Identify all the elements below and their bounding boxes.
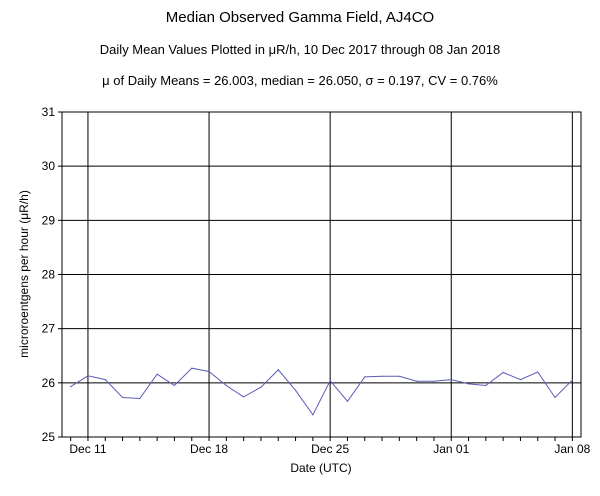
data-point [398,375,400,377]
data-point [208,370,210,373]
data-point [122,396,124,399]
chart-statistics: μ of Daily Means = 26.003, median = 26.0… [102,73,498,88]
data-point [519,379,522,381]
x-tick-label: Jan 01 [433,442,469,456]
series-layer [70,367,573,416]
data-point [173,384,175,387]
data-point [571,379,573,381]
data-point [433,380,435,382]
data-point [554,396,556,399]
y-axis-label: microroentgens per hour (μR/h) [17,190,31,358]
axis-tick-labels: 25 26 27 28 29 30 31 Dec 11 Dec 18 Dec 25 Jan 01 Ja… [42,105,591,456]
data-point [243,396,245,398]
data-point [191,367,193,369]
x-tick-label: Jan 08 [554,442,590,456]
data-point [537,371,539,373]
data-point [329,380,331,382]
data-point [277,369,279,371]
y-tick-label: 30 [42,159,56,173]
data-point [225,384,227,387]
data-point [260,386,262,388]
y-tick-label: 25 [42,430,56,444]
y-tick-label: 28 [42,268,56,282]
data-point [346,400,349,402]
series-line [70,367,573,416]
data-point [156,373,158,375]
plot-frame [61,111,582,438]
data-point [312,414,314,416]
data-point [468,383,470,385]
x-axis-label: Date (UTC) [290,461,351,475]
grid-lines [62,111,581,438]
chart-subtitle: Daily Mean Values Plotted in μR/h, 10 De… [99,42,501,57]
x-tick-label: Dec 18 [190,442,228,456]
axis-ticks [58,111,573,441]
chart-title: Median Observed Gamma Field, AJ4CO [165,9,435,26]
y-tick-label: 31 [42,105,56,119]
data-point [364,376,366,378]
data-point [70,386,72,388]
y-tick-label: 26 [42,376,56,390]
data-point [502,371,504,374]
data-point [485,384,487,387]
data-point [450,379,452,381]
x-tick-label: Dec 25 [311,442,349,456]
y-tick-label: 27 [42,322,56,336]
data-point [416,380,418,382]
data-point [381,375,383,377]
data-point [87,375,89,377]
data-point [104,379,106,381]
data-point [295,389,297,391]
data-point [139,397,141,400]
y-tick-label: 29 [42,213,56,227]
x-tick-label: Dec 11 [69,442,106,456]
